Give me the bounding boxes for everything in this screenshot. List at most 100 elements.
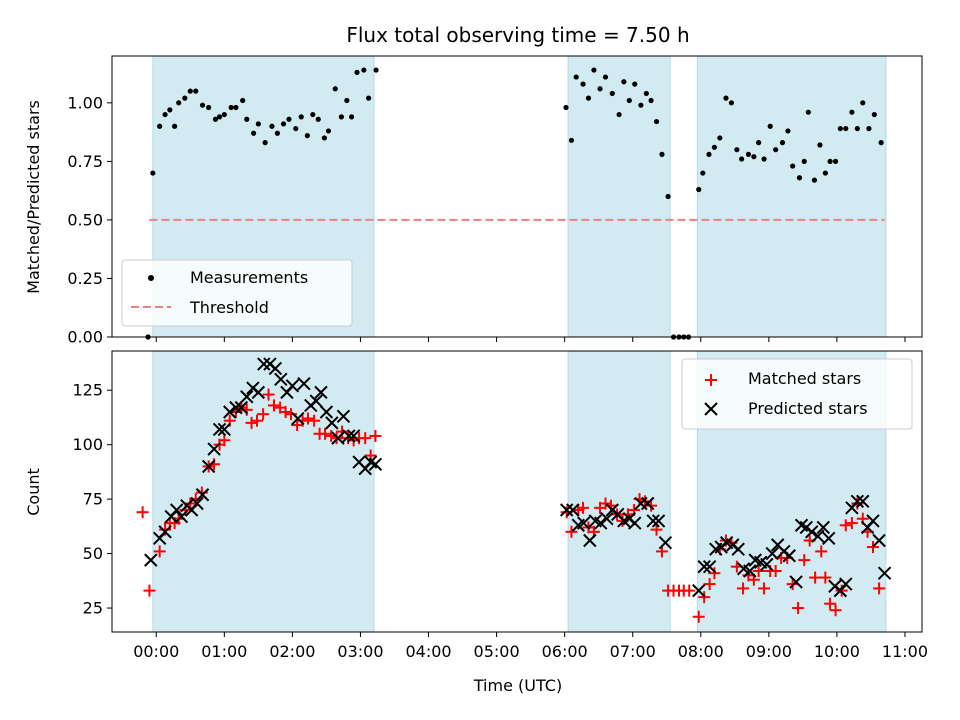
predicted-point-10 — [201, 459, 216, 474]
y-axis-label-top: Matched/Predicted stars — [24, 100, 43, 294]
predicted-point-b — [588, 514, 602, 528]
predicted-point-71 — [760, 557, 774, 572]
predicted-point-b — [363, 455, 378, 469]
measurement-point-70 — [728, 100, 735, 106]
measurement-point-34 — [338, 114, 344, 120]
measurement-point-22 — [269, 123, 275, 129]
chart-title: Flux total observing time = 7.50 h — [346, 23, 689, 47]
measurement-point-94 — [860, 100, 866, 106]
predicted-point-9 — [195, 488, 210, 502]
predicted-point-72 — [765, 546, 779, 561]
measurement-point-55 — [643, 90, 649, 97]
measurement-point-28 — [304, 133, 310, 139]
predicted-point-16 — [234, 400, 249, 415]
predicted-point-b — [583, 533, 597, 548]
bottom-observing-window-1 — [567, 350, 671, 633]
measurement-point-43 — [573, 74, 579, 80]
predicted-point-30 — [314, 385, 328, 400]
bottom-ytick-label-4: 125 — [72, 381, 103, 400]
predicted-point-22 — [268, 361, 283, 376]
matched-point-93 — [845, 517, 858, 530]
legend-top: Measurements Threshold — [121, 259, 353, 327]
measurement-point-76 — [761, 156, 767, 162]
matched-point-30 — [308, 414, 321, 427]
x-tick-label-7: 07:00 — [610, 642, 656, 661]
measurement-point-18 — [244, 116, 250, 122]
matched-point-25 — [279, 405, 292, 418]
matched-point-90 — [829, 604, 842, 617]
measurement-point-5 — [172, 123, 178, 129]
measurement-point-71 — [734, 147, 740, 153]
measurement-point-26 — [293, 125, 299, 132]
matched-point-92 — [839, 519, 852, 532]
matched-point-26 — [285, 408, 298, 421]
top-observing-window-1 — [567, 55, 671, 338]
measurement-point-46 — [591, 67, 597, 73]
x-tick-label-10: 10:00 — [814, 642, 860, 661]
predicted-point-b — [331, 431, 345, 445]
x-tick-label-0: 00:00 — [133, 642, 179, 661]
measurement-point-31 — [321, 135, 327, 141]
matched-point-84 — [798, 554, 811, 567]
matched-point-67 — [703, 578, 716, 591]
predicted-point-b — [594, 516, 608, 530]
x-tick-label-9: 09:00 — [746, 642, 792, 661]
predicted-point-75 — [782, 549, 796, 563]
measurement-point-37 — [354, 69, 360, 75]
predicted-point-12 — [212, 422, 227, 437]
measurement-point-12 — [212, 116, 219, 122]
predicted-point-4 — [169, 503, 184, 517]
measurement-point-77 — [767, 123, 773, 129]
predicted-point-b — [697, 559, 711, 574]
predicted-point-57 — [651, 514, 666, 528]
predicted-point-13 — [217, 422, 232, 437]
matched-point-19 — [245, 416, 258, 429]
measurement-point-73 — [745, 151, 752, 157]
x-axis-label: Time (UTC) — [473, 676, 562, 695]
predicted-point-20 — [257, 357, 271, 371]
predicted-point-17 — [240, 390, 254, 404]
predicted-point-b — [600, 512, 614, 526]
bottom-observing-window-0 — [152, 350, 375, 633]
measurement-point-90 — [837, 125, 843, 132]
measurement-point-81 — [790, 163, 796, 169]
matched-point-35 — [336, 425, 349, 438]
legend-measurements-marker — [148, 275, 154, 281]
predicted-point-b — [731, 542, 745, 556]
measurement-point-52 — [626, 97, 632, 104]
predicted-point-b — [743, 564, 757, 578]
predicted-point-47 — [594, 516, 608, 530]
predicted-point-b — [692, 583, 706, 598]
measurement-point-49 — [609, 90, 615, 97]
measurement-point-95 — [866, 125, 872, 132]
measurement-point-67 — [711, 144, 717, 150]
top-ytick-label-0: 0.00 — [67, 328, 103, 347]
top-axes-frame — [111, 55, 923, 338]
predicted-point-56 — [646, 514, 660, 528]
predicted-point-b — [856, 494, 870, 509]
predicted-point-41 — [559, 503, 574, 517]
measurement-point-11 — [206, 104, 212, 111]
matched-point-49 — [599, 497, 612, 510]
predicted-point-b — [736, 562, 751, 576]
predicted-point-82 — [822, 531, 836, 546]
measurement-point-14 — [221, 111, 227, 118]
measurement-point-30 — [315, 116, 321, 122]
predicted-point-b — [325, 416, 339, 430]
measurement-point-96 — [871, 111, 877, 118]
predicted-point-b — [811, 529, 825, 543]
predicted-point-b — [174, 509, 189, 524]
measurement-point-39 — [366, 95, 372, 101]
predicted-point-34 — [336, 409, 351, 424]
matched-point-45 — [577, 501, 590, 514]
predicted-point-b — [158, 525, 172, 539]
measurement-point-74 — [751, 154, 757, 160]
predicted-point-59 — [692, 583, 706, 598]
predicted-point-b — [346, 429, 361, 443]
measurement-point-33 — [332, 86, 338, 92]
legend-threshold-label: Threshold — [189, 298, 269, 317]
predicted-point-b — [559, 503, 574, 517]
predicted-point-8 — [190, 496, 204, 511]
predicted-point-b — [576, 516, 591, 530]
measurement-point-10 — [199, 102, 206, 108]
